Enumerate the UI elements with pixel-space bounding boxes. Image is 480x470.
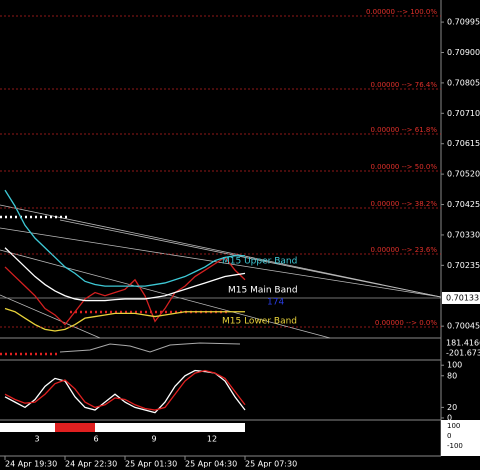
y-tick-label: 0.70425 (447, 200, 480, 209)
bar-count: 9 (151, 435, 156, 444)
fib-label: 0.00000 --> 23.6% (370, 246, 437, 254)
bar-count: 12 (207, 435, 217, 444)
series-line (4, 247, 246, 302)
y-tick-label: 0.70615 (447, 139, 480, 148)
band-label: 174 (267, 298, 284, 308)
y-tick-label: 0.70330 (447, 230, 480, 239)
panel-label: 181.4166 (446, 339, 480, 348)
x-tick-label: 24 Apr 22:30 (65, 460, 117, 469)
band-label: M15 Upper Band (222, 257, 297, 267)
fib-label: 0.00000 --> 38.2% (370, 200, 437, 208)
y-tick-label: 0.70900 (447, 48, 480, 57)
fib-label: 0.00000 --> 61.8% (370, 126, 437, 134)
series-line (4, 369, 246, 411)
y-tick-label: 0.70805 (447, 78, 480, 87)
series-line (4, 307, 245, 332)
series-line (4, 256, 246, 326)
y-tick-label: 0.70710 (447, 109, 480, 118)
series-line (4, 369, 246, 414)
fib-label: 0.00000 --> 0.0% (375, 319, 437, 327)
panel-label: 100 (447, 422, 460, 430)
histogram-blocks (0, 423, 245, 432)
fib-label: 0.00000 --> 50.0% (370, 163, 437, 171)
series-line (4, 189, 245, 287)
band-label: M15 Main Band (228, 286, 298, 296)
panel-label: 0 (447, 432, 451, 440)
y-tick-label: 0.70235 (447, 261, 480, 270)
x-tick-label: 25 Apr 07:30 (245, 460, 297, 469)
band-label: M15 Lower Band (222, 317, 297, 327)
x-tick-label: 25 Apr 01:30 (125, 460, 177, 469)
bar-count: 3 (34, 435, 39, 444)
x-tick-label: 25 Apr 04:30 (185, 460, 237, 469)
trend-lines (0, 204, 442, 339)
y-tick-label: 0 (447, 413, 452, 422)
y-tick-label: 0.70520 (447, 170, 480, 179)
y-tick-label: 0.70045 (447, 322, 480, 331)
indicator-line (59, 342, 241, 353)
x-tick-label: 24 Apr 19:30 (5, 460, 57, 469)
fib-label: 0.00000 --> 100.0% (366, 8, 437, 16)
panel-label: -100 (447, 442, 463, 450)
y-tick-label: 80 (447, 371, 457, 380)
axis-box (441, 420, 480, 456)
bar-count: 6 (93, 435, 98, 444)
current-price-label: 0.70133 (446, 293, 479, 302)
y-tick-label: 20 (447, 403, 457, 412)
panel-label: -201.673 (446, 349, 480, 358)
y-tick-label: 100 (447, 361, 462, 370)
fib-label: 0.00000 --> 76.4% (370, 81, 437, 89)
y-tick-label: 0.70995 (447, 18, 480, 27)
current-price-box (442, 291, 480, 304)
